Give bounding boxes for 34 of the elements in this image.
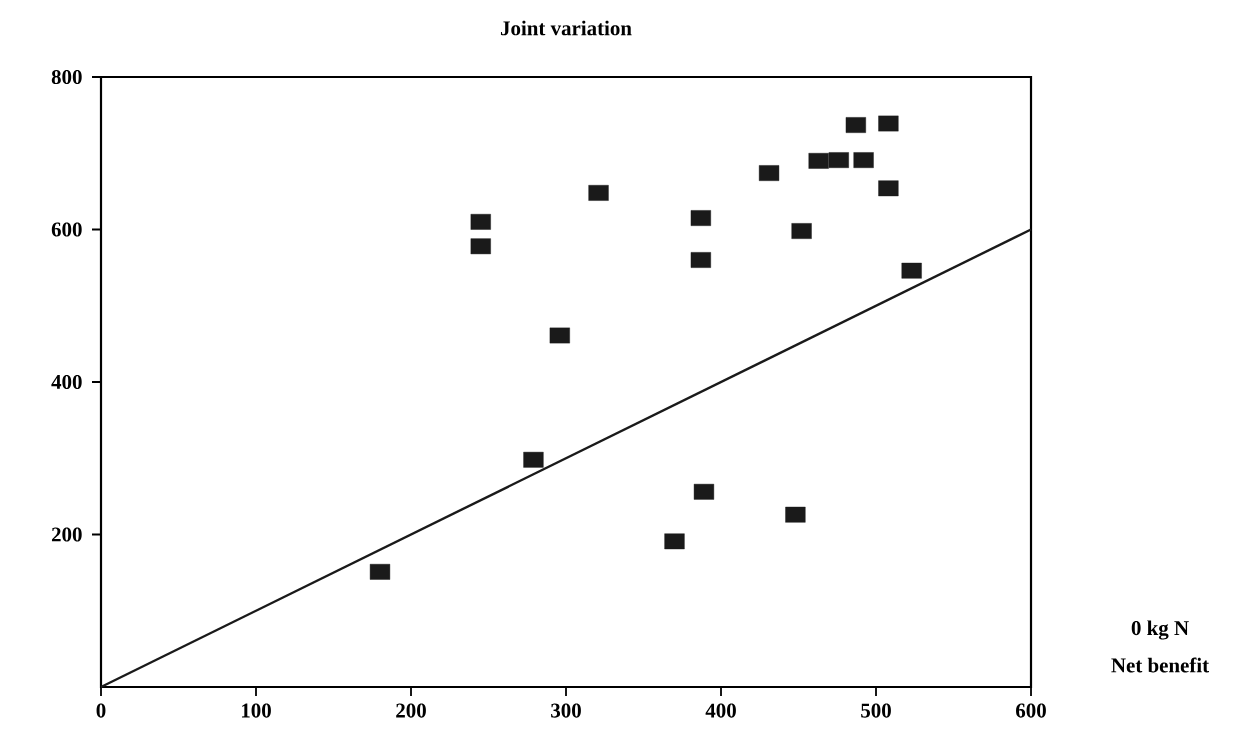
- point: [470, 214, 491, 230]
- point: [845, 117, 866, 133]
- point: [828, 152, 849, 168]
- point: [853, 152, 874, 168]
- point: [369, 564, 391, 580]
- point: [808, 153, 829, 169]
- point: [549, 327, 570, 344]
- chart-title: Joint variation: [500, 20, 632, 36]
- point: [878, 180, 899, 197]
- point: [758, 165, 780, 181]
- point: [901, 262, 922, 279]
- point: [690, 210, 711, 226]
- point: [470, 238, 491, 255]
- x-tick-label: 0: [96, 703, 106, 718]
- point: [588, 185, 609, 201]
- x-tick-label: 500: [861, 703, 891, 718]
- point: [878, 115, 899, 132]
- x-tick-label: 400: [705, 703, 736, 718]
- point: [785, 506, 806, 523]
- x-tick-label: 600: [1016, 703, 1046, 718]
- point: [791, 223, 812, 239]
- x-tick-label: 200: [396, 703, 426, 718]
- point: [664, 533, 685, 550]
- point: [690, 252, 711, 268]
- y-tick-label: 600: [51, 222, 82, 237]
- point: [523, 451, 544, 468]
- y-tick-label: 800: [51, 69, 82, 85]
- point: [693, 483, 715, 500]
- x-tick-label: 100: [241, 703, 271, 718]
- y-tick-label: 400: [51, 374, 82, 390]
- x-tick-label: 300: [551, 703, 581, 718]
- text: 0 kg N: [1131, 620, 1189, 640]
- x-axis-title: Net benefit: [1111, 657, 1210, 673]
- y-tick-label: 200: [51, 527, 82, 542]
